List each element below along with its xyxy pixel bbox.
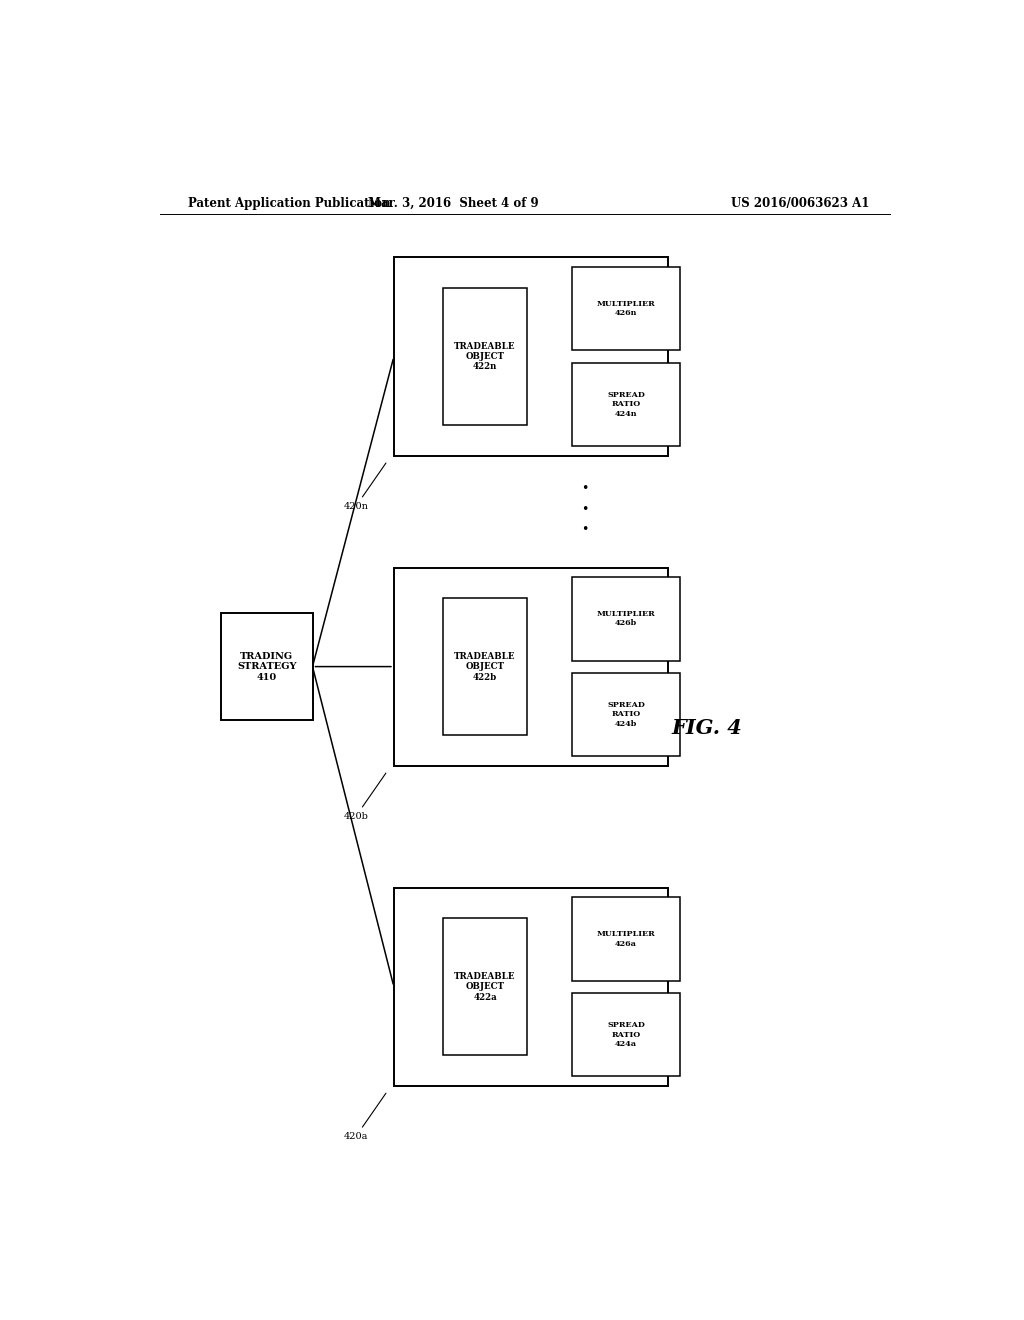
Text: TRADEABLE
OBJECT
422a: TRADEABLE OBJECT 422a xyxy=(455,972,516,1002)
Text: Patent Application Publication: Patent Application Publication xyxy=(187,197,390,210)
Text: TRADING
STRATEGY
410: TRADING STRATEGY 410 xyxy=(238,652,297,681)
FancyBboxPatch shape xyxy=(572,673,680,756)
FancyBboxPatch shape xyxy=(394,887,668,1086)
Text: SPREAD
RATIO
424n: SPREAD RATIO 424n xyxy=(607,391,645,417)
Text: SPREAD
RATIO
424a: SPREAD RATIO 424a xyxy=(607,1022,645,1048)
Text: •: • xyxy=(581,482,588,495)
Text: TRADEABLE
OBJECT
422n: TRADEABLE OBJECT 422n xyxy=(455,342,516,371)
Text: •: • xyxy=(581,503,588,516)
Text: TRADEABLE
OBJECT
422b: TRADEABLE OBJECT 422b xyxy=(455,652,516,681)
Text: MULTIPLIER
426a: MULTIPLIER 426a xyxy=(597,931,655,948)
Text: 420b: 420b xyxy=(343,774,386,821)
Text: SPREAD
RATIO
424b: SPREAD RATIO 424b xyxy=(607,701,645,727)
Text: 420n: 420n xyxy=(343,463,386,511)
FancyBboxPatch shape xyxy=(443,288,526,425)
FancyBboxPatch shape xyxy=(572,363,680,446)
FancyBboxPatch shape xyxy=(443,919,526,1056)
FancyBboxPatch shape xyxy=(572,993,680,1076)
Text: US 2016/0063623 A1: US 2016/0063623 A1 xyxy=(731,197,869,210)
Text: 420a: 420a xyxy=(344,1093,386,1142)
FancyBboxPatch shape xyxy=(443,598,526,735)
FancyBboxPatch shape xyxy=(572,577,680,660)
FancyBboxPatch shape xyxy=(572,267,680,351)
FancyBboxPatch shape xyxy=(394,568,668,766)
Text: FIG. 4: FIG. 4 xyxy=(672,718,742,738)
FancyBboxPatch shape xyxy=(572,898,680,981)
Text: Mar. 3, 2016  Sheet 4 of 9: Mar. 3, 2016 Sheet 4 of 9 xyxy=(368,197,539,210)
FancyBboxPatch shape xyxy=(394,257,668,455)
Text: •: • xyxy=(581,523,588,536)
FancyBboxPatch shape xyxy=(221,614,312,719)
Text: MULTIPLIER
426n: MULTIPLIER 426n xyxy=(597,300,655,317)
Text: MULTIPLIER
426b: MULTIPLIER 426b xyxy=(597,610,655,627)
